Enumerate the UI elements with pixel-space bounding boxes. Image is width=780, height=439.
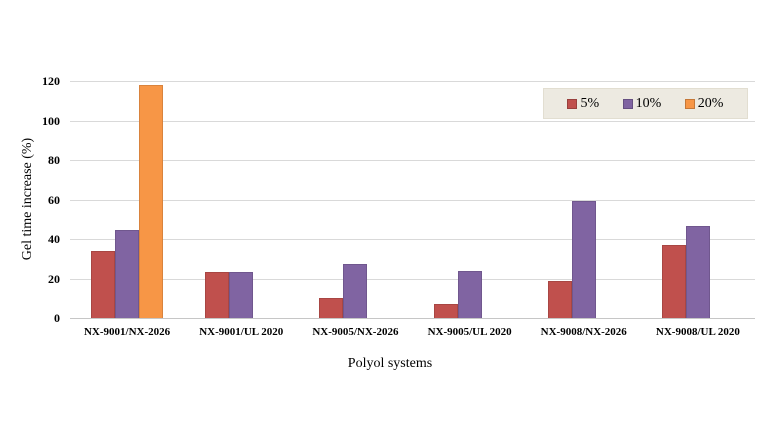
x-tick-label: NX-9008/UL 2020: [655, 326, 740, 338]
legend-entry-20pct: 20%: [684, 95, 724, 111]
gridline: [70, 120, 755, 122]
y-tick-label: 0: [54, 311, 60, 325]
bar-5pct-group-3: [319, 298, 344, 318]
bar-5pct-group-4: [433, 304, 458, 318]
gridline: [70, 239, 755, 240]
bar-10pct-group-2: [229, 271, 254, 318]
bar-20pct-group-1: [139, 84, 164, 318]
bar-5pct-group-6: [661, 244, 686, 318]
bar-5pct-group-2: [205, 271, 230, 318]
y-tick-label: 40: [48, 232, 60, 246]
x-tick-label: NX-9005/NX-2026: [312, 326, 399, 338]
x-tick-label: NX-9001/NX-2026: [83, 326, 171, 338]
legend-label: 10%: [635, 95, 662, 111]
legend-entry-10pct: 10%: [622, 95, 662, 111]
legend-marker-icon: [622, 98, 633, 109]
bar-10pct-group-6: [685, 226, 710, 318]
bar-10pct-group-1: [115, 230, 140, 318]
gridline: [70, 199, 755, 201]
bar-10pct-group-3: [343, 263, 368, 318]
y-tick-label: 100: [42, 113, 60, 128]
legend-marker-icon: [684, 98, 695, 109]
gridline: [70, 278, 755, 280]
x-tick-label: NX-9008/NX-2026: [540, 326, 627, 338]
bar-10pct-group-5: [571, 201, 596, 318]
x-tick-label: NX-9005/UL 2020: [427, 326, 512, 338]
plot-area: [70, 81, 755, 319]
bar-10pct-group-4: [457, 270, 482, 318]
legend-marker-icon: [567, 98, 578, 109]
gridline: [70, 160, 755, 161]
y-tick-label: 80: [48, 153, 60, 167]
legend-label: 20%: [697, 95, 724, 111]
x-axis-line: [70, 318, 755, 319]
gridline: [70, 81, 755, 82]
y-tick-label: 60: [48, 192, 60, 207]
x-axis-title: Polyol systems: [347, 356, 433, 371]
legend: 5% 10% 20%: [543, 88, 748, 119]
x-tick-label: NX-9001/UL 2020: [199, 326, 284, 338]
bar-5pct-group-1: [91, 250, 116, 318]
legend-entry-5pct: 5%: [567, 95, 600, 111]
y-tick-label: 20: [48, 271, 60, 286]
legend-label: 5%: [580, 95, 600, 111]
y-tick-label: 120: [42, 74, 60, 88]
bar-5pct-group-5: [547, 281, 572, 318]
